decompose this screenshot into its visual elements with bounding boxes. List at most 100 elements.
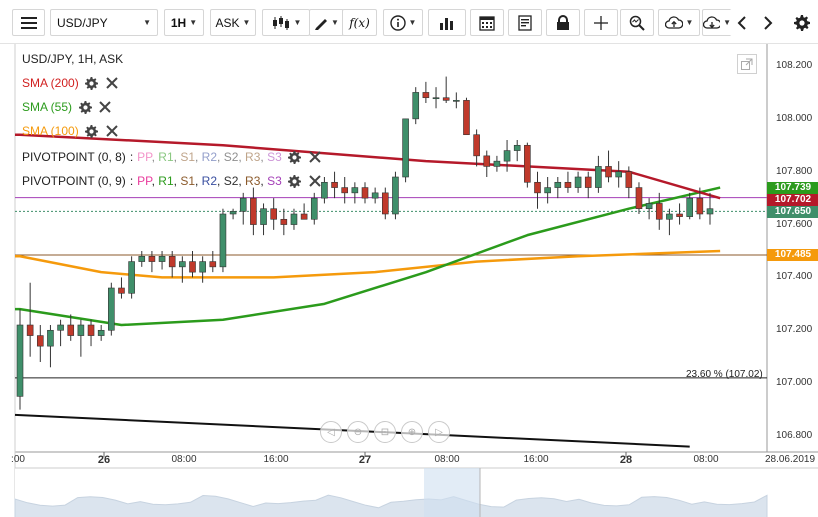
pivot-comma: , (173, 150, 181, 164)
y-tick-label: 107.000 (776, 377, 813, 389)
pivot-item-r2: R2 (201, 150, 218, 164)
gear-icon[interactable] (85, 124, 99, 138)
candle-body (422, 92, 430, 99)
price-chart[interactable] (0, 44, 818, 517)
pivot-item-r3: R3 (245, 150, 261, 164)
indicator-label: SMA (100) (22, 124, 79, 138)
candle-body (229, 211, 237, 215)
candle-body (209, 261, 217, 268)
y-tick-label: 107.800 (776, 165, 813, 177)
chart-type-button[interactable]: ▼ (262, 9, 310, 36)
chart-title: USD/JPY, 1H, ASK (22, 52, 123, 66)
indicators-button[interactable]: f(x) (342, 9, 377, 36)
timeframe-selector[interactable]: 1H ▼ (164, 9, 204, 36)
calendar-button[interactable] (470, 9, 504, 36)
expand-button[interactable] (737, 54, 757, 74)
x-tick-label: 08:00 (171, 454, 197, 465)
zoom-out-button[interactable]: ⊖ (347, 421, 369, 443)
fibonacci-label: 23.60 % (107.02) (686, 369, 763, 380)
chart-area[interactable]: USD/JPY, 1H, ASK SMA (200) SMA (55) SMA … (0, 44, 818, 517)
indicator-sma55[interactable]: SMA (55) (22, 100, 112, 114)
candle-body (493, 160, 501, 167)
indicator-sma100[interactable]: SMA (100) (22, 124, 119, 138)
candle-body (189, 261, 196, 273)
y-tick-label: 107.400 (776, 271, 813, 283)
pivot-item-r1: R1 (158, 150, 174, 164)
pivot-item-s3: S3 (267, 150, 282, 164)
candle-body (260, 208, 267, 225)
indicator-pivot-0-9[interactable]: PIVOTPOINT (0, 9) : PP, R1, S1, R2, S2, … (22, 174, 322, 188)
scroll-back-button[interactable]: ◁ (320, 421, 342, 443)
gear-icon[interactable] (85, 76, 99, 90)
download-button[interactable]: ▼ (702, 9, 732, 36)
symbol-selector[interactable]: USD/JPY ▼ (50, 9, 158, 36)
chevron-down-icon: ▼ (189, 18, 198, 27)
price-type-selector[interactable]: ASK ▼ (210, 9, 256, 36)
indicator-sma200[interactable]: SMA (200) (22, 76, 119, 90)
price-badge: 107.650 (767, 205, 818, 218)
candle-body (534, 181, 541, 194)
price-badge: 107.739 (767, 181, 818, 194)
pivot-comma: , (173, 174, 181, 188)
news-button[interactable] (508, 9, 542, 36)
draw-tool-button[interactable]: ▼ (309, 9, 344, 36)
gear-icon[interactable] (288, 174, 302, 188)
price-badge: 107.485 (767, 248, 818, 261)
sma200-line (15, 133, 721, 200)
scroll-forward-button[interactable]: ▷ (428, 421, 450, 443)
function-icon: f(x) (349, 15, 370, 30)
pivot-separator: : (129, 174, 134, 188)
candle-body (574, 176, 582, 188)
candle-body (696, 197, 704, 215)
close-icon[interactable] (98, 100, 112, 114)
candle-body (270, 208, 277, 220)
candle-body (453, 100, 460, 102)
candle-body (26, 324, 34, 336)
chart-navigation: ◁ ⊖ ⊡ ⊕ ▷ (320, 421, 450, 443)
triangle-right-icon: ▷ (435, 426, 443, 438)
pivot-comma: , (151, 150, 159, 164)
pivot-item-pp: PP (137, 174, 152, 188)
reset-button[interactable]: ⊡ (374, 421, 396, 443)
y-tick-label: 106.800 (776, 430, 813, 441)
candle-body (118, 287, 125, 294)
info-button[interactable]: ▼ (383, 9, 423, 36)
x-tick-label: :00 (11, 454, 25, 465)
menu-button[interactable] (12, 9, 45, 36)
chevron-down-icon: ▼ (685, 18, 694, 27)
y-tick-label: 107.200 (776, 324, 813, 336)
candle-body (605, 166, 612, 178)
indicator-pivot-0-8[interactable]: PIVOTPOINT (0, 8) : PP, R1, S1, R2, S2, … (22, 150, 322, 164)
candle-body (503, 150, 511, 162)
hamburger-icon (20, 16, 37, 29)
volume-button[interactable] (428, 9, 466, 36)
info-icon (389, 14, 406, 31)
close-icon[interactable] (308, 150, 322, 164)
scroll-left-button[interactable] (730, 9, 754, 36)
settings-button[interactable] (790, 9, 814, 36)
zoom-button[interactable] (620, 9, 654, 36)
close-icon[interactable] (308, 174, 322, 188)
scroll-right-button[interactable] (756, 9, 780, 36)
pivot-item-s1: S1 (180, 150, 195, 164)
sma55-line (15, 186, 721, 327)
candle-body (544, 187, 551, 194)
upload-button[interactable]: ▼ (658, 9, 700, 36)
crosshair-button[interactable] (584, 9, 618, 36)
pivot-item-r1: R1 (158, 174, 174, 188)
gear-icon[interactable] (78, 100, 92, 114)
close-icon[interactable] (105, 76, 119, 90)
candle-body (148, 255, 156, 262)
chart-title-text: USD/JPY, 1H, ASK (22, 52, 124, 66)
candles-icon (272, 15, 289, 30)
zoom-in-button[interactable]: ⊕ (401, 421, 423, 443)
close-icon[interactable] (105, 124, 119, 138)
navigator-area (14, 494, 768, 517)
candle-body (341, 187, 349, 194)
lock-button[interactable] (546, 9, 580, 36)
candle-body (239, 197, 247, 212)
candle-body (442, 97, 450, 101)
candle-body (666, 213, 673, 220)
candle-body (250, 197, 257, 225)
gear-icon[interactable] (288, 150, 302, 164)
